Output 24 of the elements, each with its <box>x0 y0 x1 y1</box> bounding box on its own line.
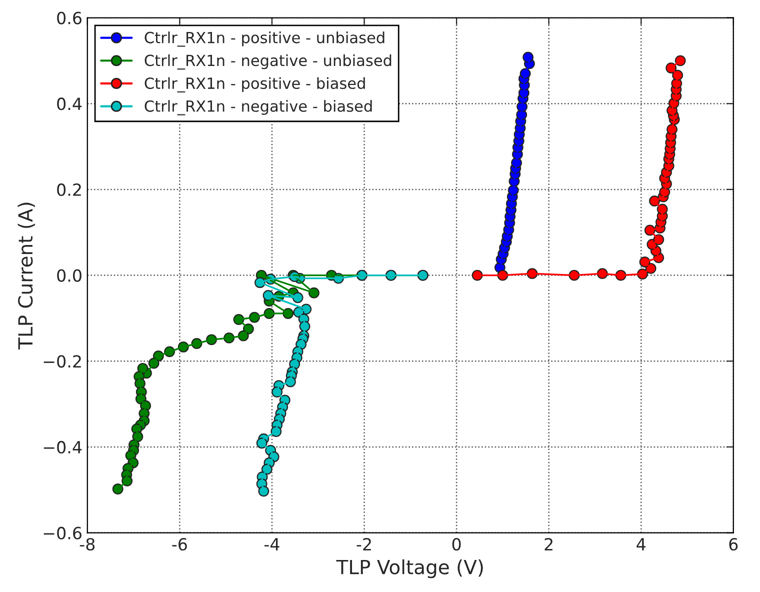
point <box>258 486 270 497</box>
y-tick-label: 0.0 <box>57 269 82 282</box>
legend-label: Ctrlr_RX1n - negative - biased <box>144 100 372 116</box>
x-tick-label: -4 <box>264 538 280 550</box>
x-axis-title: TLP Voltage (V) <box>336 559 483 578</box>
x-tick-label: -2 <box>356 538 371 550</box>
y-axis-title: TLP Current (A) <box>18 202 36 350</box>
x-tick-label: 2 <box>544 538 552 550</box>
legend-label: Ctrlr_RX1n - negative - unbiased <box>144 54 392 70</box>
y-tick-label: 0.4 <box>57 98 82 110</box>
point <box>472 270 483 281</box>
x-tick-label: -6 <box>172 538 187 551</box>
x-tick-label: -8 <box>80 538 95 551</box>
x-tick-label: 6 <box>729 538 738 551</box>
legend-label: Ctrlr_RX1n - positive - biased <box>144 77 365 92</box>
y-tick-label: −0.6 <box>44 526 82 540</box>
x-tick-label: 4 <box>636 538 646 550</box>
y-tick-label: −0.2 <box>44 355 81 368</box>
y-tick-label: 0.6 <box>57 12 82 24</box>
y-tick-label: −0.4 <box>44 440 82 454</box>
x-tick-label: 0 <box>452 538 461 551</box>
y-tick-label: 0.2 <box>57 183 81 196</box>
point <box>112 484 124 494</box>
legend-label: Ctrlr_RX1n - positive - unbiased <box>144 32 384 47</box>
